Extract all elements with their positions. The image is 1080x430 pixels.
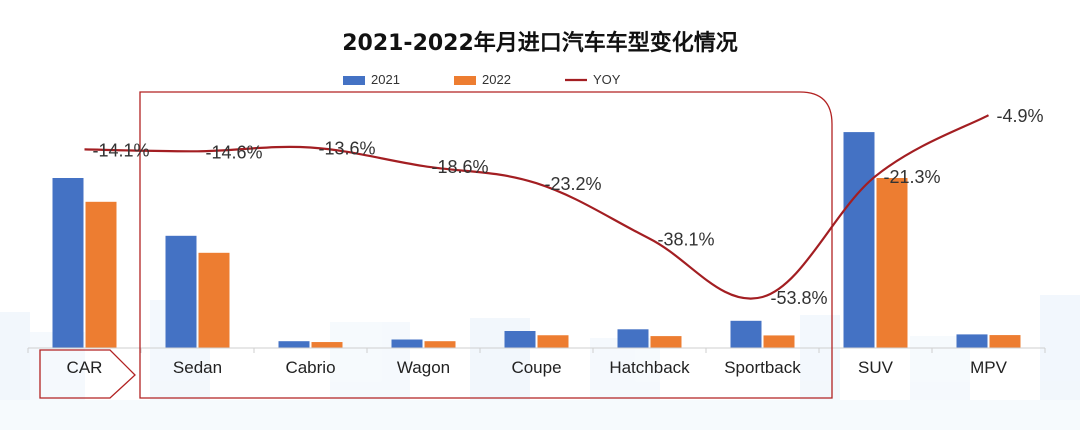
legend: 2021 2022 YOY — [343, 72, 621, 87]
yoy-label-coupe: -23.2% — [545, 174, 602, 194]
bar-2021-sedan — [165, 235, 197, 348]
bar-2022-wagon — [424, 341, 456, 348]
yoy-labels: -14.1% -14.6% -13.6% -18.6% -23.2% -38.1% -53.… — [93, 106, 1044, 308]
yoy-label-sedan: -14.6% — [206, 142, 263, 162]
category-label-mpv: MPV — [970, 358, 1008, 377]
bar-2021-coupe — [504, 331, 536, 348]
car-arrow — [39, 349, 136, 399]
category-labels: CAR Sedan Cabrio Wagon Coupe Hatchback Sportba… — [67, 358, 1008, 377]
bar-2021-suv — [843, 132, 875, 348]
bar-2021-wagon — [391, 339, 423, 348]
yoy-label-mpv: -4.9% — [997, 106, 1044, 126]
category-label-sedan: Sedan — [173, 358, 222, 377]
category-label-cabrio: Cabrio — [285, 358, 335, 377]
category-label-hatchback: Hatchback — [609, 358, 690, 377]
bar-2022-sportback — [763, 335, 795, 348]
bar-2022-mpv — [989, 335, 1021, 348]
yoy-label-hatchback: -38.1% — [658, 230, 715, 250]
category-label-wagon: Wagon — [397, 358, 450, 377]
bar-2022-sedan — [198, 252, 230, 348]
x-axis-ticks — [27, 348, 1046, 353]
chart-title: 2021-2022年月进口汽车车型变化情况 — [342, 30, 738, 56]
yoy-label-wagon: -18.6% — [432, 157, 489, 177]
category-label-sportback: Sportback — [724, 358, 801, 377]
yoy-label-sportback: -53.8% — [771, 288, 828, 308]
bar-2022-coupe — [537, 335, 569, 348]
bar-2021-car — [52, 178, 84, 348]
bar-2022-suv — [876, 178, 908, 348]
yoy-label-cabrio: -13.6% — [319, 139, 376, 159]
bar-2022-hatchback — [650, 336, 682, 348]
bar-2021-sportback — [730, 320, 762, 348]
yoy-label-suv: -21.3% — [884, 167, 941, 187]
yoy-label-car: -14.1% — [93, 140, 150, 160]
category-label-suv: SUV — [858, 358, 894, 377]
legend-label-2022: 2022 — [482, 72, 511, 87]
bar-2021-cabrio — [278, 341, 310, 348]
legend-label-2021: 2021 — [371, 72, 400, 87]
legend-swatch-2022 — [454, 76, 476, 85]
bar-2022-car — [85, 201, 117, 348]
bar-2022-cabrio — [311, 342, 343, 348]
legend-label-yoy: YOY — [593, 72, 621, 87]
bar-2021-hatchback — [617, 329, 649, 348]
highlight-box — [139, 91, 833, 399]
category-label-car: CAR — [67, 358, 103, 377]
bars — [52, 132, 1021, 348]
yoy-line — [84, 114, 990, 300]
bar-2021-mpv — [956, 334, 988, 348]
legend-swatch-2021 — [343, 76, 365, 85]
category-label-coupe: Coupe — [511, 358, 561, 377]
